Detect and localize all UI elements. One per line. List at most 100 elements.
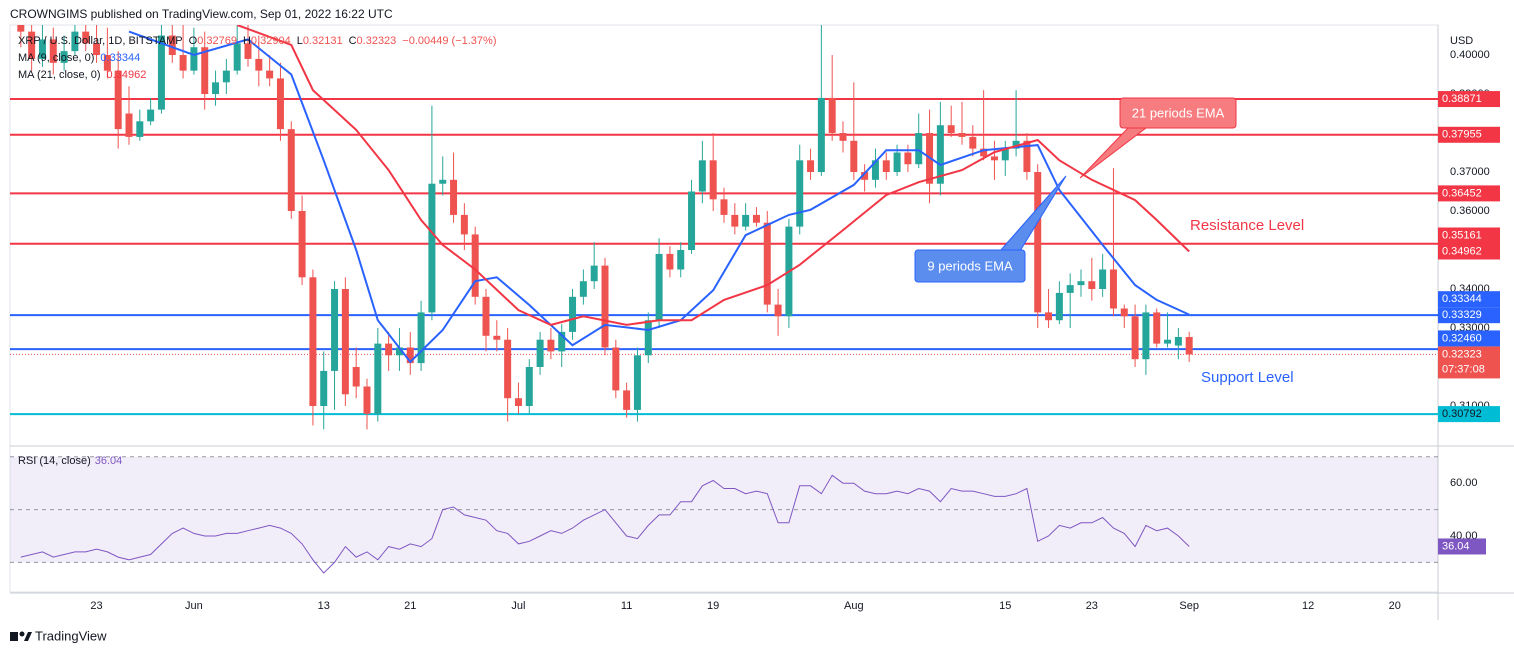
candle-body: [287, 129, 295, 212]
countdown: 07:37:08: [1442, 363, 1485, 375]
price-tag: [1438, 91, 1500, 108]
candle-body: [255, 58, 263, 71]
candle-body: [1088, 281, 1096, 290]
candle-body: [374, 343, 382, 414]
candle-body: [363, 386, 371, 414]
candle-body: [828, 97, 836, 134]
x-tick-label: 21: [404, 600, 416, 612]
price-tag: [1438, 330, 1500, 347]
x-tick-label: 11: [621, 600, 632, 612]
candle-body: [341, 289, 349, 395]
x-tick-label: Aug: [844, 600, 864, 612]
candle-body: [655, 253, 663, 321]
rsi-tick-label: 60.00: [1450, 477, 1478, 489]
candle-body: [698, 160, 706, 192]
candle-body: [752, 214, 760, 223]
price-tag-label: 0.32323: [1442, 348, 1482, 360]
candle-body: [525, 367, 533, 407]
candle-body: [450, 179, 458, 215]
x-tick-label: 15: [999, 600, 1011, 612]
candle-body: [395, 347, 403, 356]
price-tag: [1438, 227, 1500, 244]
candle-body: [504, 339, 512, 399]
rsi-tag: [1438, 538, 1486, 555]
price-tag-label: 0.36452: [1442, 187, 1482, 199]
candle-body: [190, 47, 198, 71]
price-tag-label: 0.34962: [1442, 245, 1482, 257]
candle-body: [817, 97, 825, 173]
candle-body: [947, 125, 955, 134]
support-label: Support Level: [1201, 369, 1294, 386]
candle-body: [990, 156, 998, 161]
price-tag: [1438, 346, 1500, 379]
price-tag: [1438, 185, 1500, 202]
ema9-pointer: [998, 175, 1067, 252]
candle-body: [569, 296, 577, 332]
candle-body: [309, 277, 317, 407]
candle-body: [17, 25, 25, 32]
candle-body: [774, 304, 782, 317]
candle-body: [536, 339, 544, 368]
candle-body: [1142, 312, 1150, 360]
price-tag-label: 0.32460: [1442, 332, 1482, 344]
candle-body: [1023, 140, 1031, 173]
rsi-legend: RSI (14, close) 36.04: [18, 455, 122, 467]
legend-item: MA (21, close, 0): [18, 69, 101, 81]
price-tag-label: 0.38871: [1442, 93, 1482, 105]
x-tick-label: 23: [1086, 600, 1098, 612]
candle-body: [763, 222, 771, 305]
candle-body: [1077, 281, 1085, 286]
candle-body: [839, 133, 847, 141]
ema21-label: 21 periods EMA: [1132, 105, 1225, 120]
candle-body: [471, 234, 479, 297]
candle-body: [1174, 336, 1182, 346]
x-tick-label: 12: [1302, 600, 1314, 612]
candle-body: [1185, 337, 1193, 355]
candle-body: [125, 113, 133, 137]
candle-body: [439, 179, 447, 184]
legend-item: 0.32769: [197, 35, 237, 47]
candle-body: [1045, 312, 1053, 321]
price-tag: [1438, 406, 1500, 423]
candle-body: [796, 160, 804, 227]
candle-body: [266, 70, 274, 79]
candle-body: [882, 160, 890, 173]
legend-item: H: [243, 35, 251, 47]
legend-item: MA (9, close, 0): [18, 52, 94, 64]
rsi-line: [20, 474, 1190, 574]
candle-body: [1066, 285, 1074, 293]
legend-item: 0.32131: [303, 35, 343, 47]
candle-body: [850, 140, 858, 173]
candle-body: [460, 214, 468, 235]
price-tag: [1438, 307, 1500, 324]
candle-body: [82, 31, 90, 44]
candle-body: [958, 133, 966, 137]
candle-body: [179, 55, 187, 71]
legend-item: 0.32323: [357, 35, 397, 47]
candle-body: [871, 160, 879, 180]
candle-body: [1099, 269, 1107, 290]
candle-body: [666, 253, 674, 270]
candle-body: [1034, 172, 1042, 313]
publisher: CROWNGIMS published on TradingView.com, …: [10, 7, 393, 21]
candle-body: [428, 183, 436, 313]
candle-body: [731, 214, 739, 227]
x-tick-label: Jul: [511, 600, 525, 612]
candle-body: [103, 55, 111, 71]
candle-body: [720, 199, 728, 215]
y-tick-label: 0.40000: [1450, 49, 1490, 61]
candle-body: [612, 347, 620, 391]
candle-body: [1055, 292, 1063, 321]
legend-item: 0.32904: [251, 35, 291, 47]
legend-line: MA (9, close, 0) 0.33344: [18, 52, 140, 64]
candle-body: [893, 152, 901, 173]
ema21-callout: [1119, 97, 1237, 129]
candle-body: [677, 250, 685, 270]
rsi-name: RSI (14, close): [18, 455, 91, 467]
currency: USD: [1450, 35, 1473, 47]
rsi-value: 36.04: [95, 455, 123, 467]
candle-body: [71, 31, 79, 52]
legend-item: XRP / U.S. Dollar, 1D, BITSTAMP: [18, 35, 183, 47]
